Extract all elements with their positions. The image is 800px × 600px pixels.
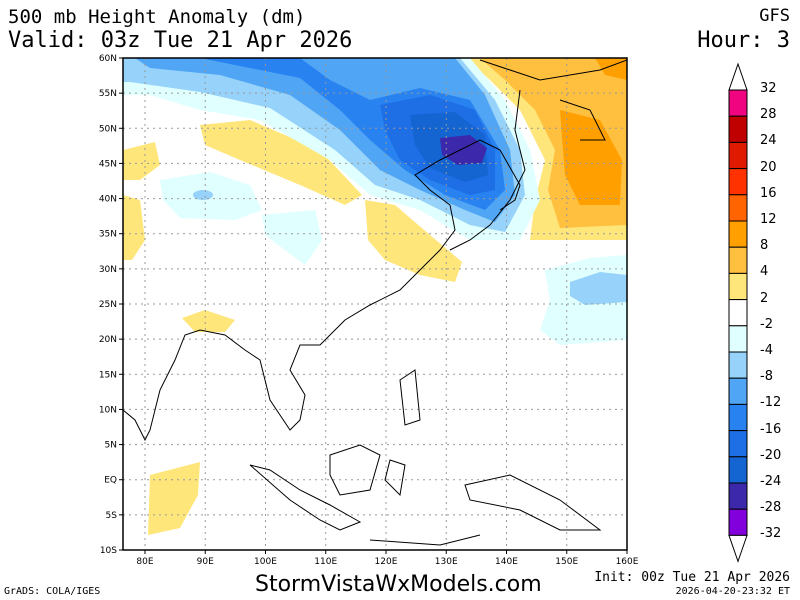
lat-tick-label: 45N	[99, 159, 117, 169]
map-title: 500 mb Height Anomaly (dm)	[8, 6, 306, 28]
init-time: Init: 00z Tue 21 Apr 2026	[594, 570, 790, 585]
colorbar-swatch	[728, 299, 748, 327]
colorbar-swatch	[728, 220, 748, 248]
colorbar-label: 16	[760, 185, 777, 201]
colorbar-label: -24	[760, 474, 782, 489]
colorbar-swatch	[728, 377, 748, 405]
colorbar-label: -2	[760, 316, 773, 332]
colorbar-label: 28	[760, 107, 777, 123]
lon-tick-label: 160E	[616, 557, 639, 567]
colorbar-label: 8	[760, 238, 769, 254]
colorbar-label: -8	[760, 369, 773, 385]
colorbar-label: 32	[760, 81, 777, 96]
lon-tick-label: 80E	[136, 557, 153, 567]
colorbar-label: 24	[760, 133, 777, 149]
colorbar-swatch	[728, 430, 748, 458]
colorbar-label: -32	[760, 526, 782, 542]
colorbar-swatch	[728, 246, 748, 274]
lat-tick-label: 25N	[99, 300, 117, 310]
colorbar-swatch	[728, 115, 748, 143]
lat-tick-label: 10N	[99, 405, 117, 415]
gridlines	[123, 58, 627, 550]
lat-tick-label: 35N	[99, 230, 117, 240]
positive-anomaly-yellow-w2	[123, 195, 145, 260]
colorbar	[728, 62, 748, 563]
colorbar-label: -4	[760, 343, 773, 358]
coastlines	[123, 59, 627, 546]
forecast-hour: Hour: 3	[697, 28, 790, 53]
colorbar-min-arrow	[728, 534, 748, 563]
lat-tick-label: 20N	[99, 335, 117, 345]
lat-tick-label: 40N	[99, 195, 117, 205]
generated-timestamp: 2026-04-20-23:32 ET	[675, 586, 790, 597]
colorbar-swatch	[728, 168, 748, 196]
positive-anomaly-yellow-band	[200, 120, 362, 205]
model-name: GFS	[759, 6, 790, 26]
lon-tick-label: 110E	[314, 557, 337, 567]
positive-anomaly-yellow-bay	[182, 310, 235, 332]
colorbar-label: 12	[760, 212, 777, 227]
lat-tick-label: 60N	[99, 54, 117, 64]
colorbar-swatch	[728, 89, 748, 117]
colorbar-swatch	[728, 272, 748, 301]
positive-anomaly-yellow-w1	[123, 142, 160, 180]
colorbar-label: 4	[760, 264, 769, 280]
lat-tick-label: 5S	[106, 511, 118, 521]
colorbar-swatch	[728, 508, 748, 536]
positive-anomaly-dark-orange	[560, 110, 622, 205]
lat-tick-label: 55N	[99, 89, 117, 99]
colorbar-label: -16	[760, 421, 782, 437]
brand-text: StormVistaWxModels.com	[255, 572, 542, 597]
lat-tick-label: 50N	[99, 124, 117, 134]
colorbar-swatch	[728, 456, 748, 484]
colorbar-swatch	[728, 325, 748, 353]
lon-tick-label: 130E	[435, 557, 458, 567]
lat-tick-label: EQ	[104, 476, 117, 486]
colorbar-label: 2	[760, 290, 769, 306]
lon-axis: 80E 90E 100E 110E 120E 130E 140E 150E 160E	[136, 550, 639, 567]
lat-axis: 60N 55N 50N 45N 40N 35N 30N 25N 20N 15N 10N 5N EQ 5S 1…	[99, 54, 123, 556]
lat-tick-label: 30N	[99, 265, 117, 275]
lon-tick-label: 140E	[495, 557, 518, 567]
colorbar-label: -20	[760, 447, 782, 463]
lon-tick-label: 90E	[197, 557, 214, 567]
anomaly-fills	[123, 58, 627, 550]
positive-anomaly-yellow-china	[365, 200, 462, 282]
positive-anomaly-dark-orange-n	[595, 58, 627, 80]
colorbar-label: -28	[760, 500, 782, 516]
lat-tick-label: 15N	[99, 370, 117, 380]
grads-credit: GrADS: COLA/IGES	[4, 586, 101, 597]
colorbar-swatch	[728, 351, 748, 379]
lat-tick-label: 10S	[100, 546, 117, 556]
colorbar-swatch	[728, 194, 748, 222]
colorbar-max-arrow	[728, 62, 748, 91]
colorbar-label: -12	[760, 395, 782, 411]
positive-anomaly-yellow-io	[148, 462, 200, 535]
lon-tick-label: 150E	[555, 557, 578, 567]
colorbar-label: 20	[760, 159, 777, 175]
colorbar-swatch	[728, 141, 748, 170]
colorbar-swatch	[728, 482, 748, 510]
colorbar-swatch	[728, 403, 748, 432]
negative-anomaly-lightblue-w	[193, 190, 213, 200]
lon-tick-label: 120E	[375, 557, 398, 567]
valid-time: Valid: 03z Tue 21 Apr 2026	[8, 28, 353, 53]
lon-tick-label: 100E	[254, 557, 277, 567]
negative-anomaly-lightblue-e	[570, 272, 627, 305]
negative-anomaly-cyan-c	[262, 210, 322, 265]
lat-tick-label: 5N	[105, 441, 117, 451]
